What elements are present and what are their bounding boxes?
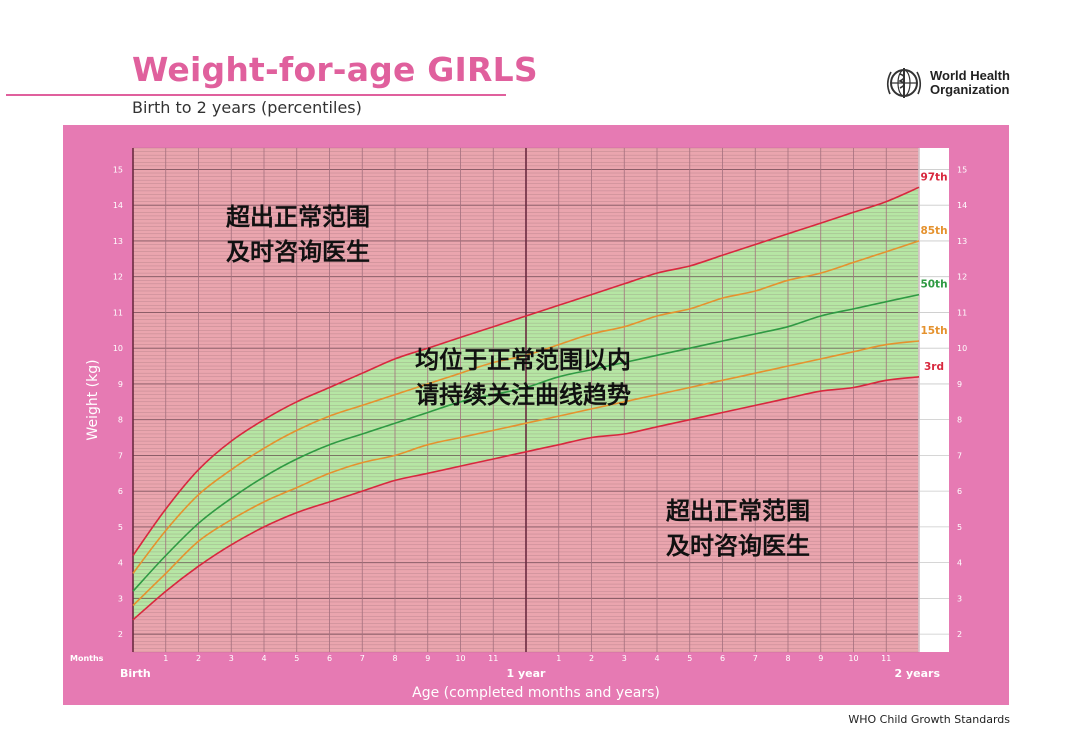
y-tick-right: 3 — [957, 594, 962, 603]
series-line-85th — [132, 240, 920, 574]
x-tick-label: 11 — [488, 654, 498, 663]
right-scale-lines — [919, 169, 949, 635]
x-tick-label: 1 — [163, 654, 168, 663]
x-tick-label: 7 — [360, 654, 365, 663]
x-tick-label: 2 — [196, 654, 201, 663]
x-tick-label: 8 — [785, 654, 790, 663]
y-axis-left-labels: 2 3 4 5 6 7 8 9 10 11 12 13 14 15 — [113, 165, 123, 639]
x-axis-title: Age (completed months and years) — [412, 685, 660, 701]
right-scale-band — [919, 148, 949, 652]
x-tick-label: 8 — [392, 654, 397, 663]
warning-upper-line1: 超出正常范围 — [226, 203, 370, 231]
x-tick-label: 5 — [294, 654, 299, 663]
y-tick-left: 11 — [113, 308, 123, 317]
y-tick-right: 8 — [957, 416, 962, 425]
x-tick-label: 5 — [687, 654, 692, 663]
y-tick-right: 12 — [957, 273, 967, 282]
y-tick-left: 7 — [118, 451, 123, 460]
x-tick-label: 1 year — [507, 667, 547, 680]
x-tick-label: 2 years — [894, 667, 940, 680]
series-label-3rd: 3rd — [924, 361, 944, 373]
x-tick-label: 9 — [425, 654, 430, 663]
y-tick-left: 15 — [113, 165, 123, 174]
y-tick-right: 7 — [957, 451, 962, 460]
x-tick-label: 4 — [654, 654, 659, 663]
warning-text-upper: 超出正常范围 及时咨询医生 — [226, 200, 370, 270]
series-label-15th: 15th — [920, 325, 947, 337]
y-tick-right: 13 — [957, 237, 967, 246]
x-tick-label: 3 — [622, 654, 627, 663]
series-line-50th — [132, 293, 920, 592]
y-tick-left: 12 — [113, 273, 123, 282]
percentile-labels: 97th 85th 50th 15th 3rd — [920, 171, 947, 372]
series-line-3rd — [132, 376, 920, 621]
series-label-97th: 97th — [920, 171, 947, 183]
x-tick-label: 7 — [753, 654, 758, 663]
warning-lower-line1: 超出正常范围 — [666, 497, 810, 525]
warning-lower-line2: 及时咨询医生 — [666, 532, 810, 560]
grid-lines — [132, 147, 949, 653]
x-tick-label: 10 — [848, 654, 858, 663]
chart-subtitle: Birth to 2 years (percentiles) — [132, 98, 362, 117]
series-line-15th — [132, 340, 920, 607]
warning-text-lower: 超出正常范围 及时咨询医生 — [666, 494, 810, 564]
x-tick-label: 1 — [556, 654, 561, 663]
x-tick-label: 4 — [261, 654, 266, 663]
warning-upper-line2: 及时咨询医生 — [226, 238, 370, 266]
y-tick-left: 6 — [118, 487, 123, 496]
chart-title: Weight-for-age GIRLS — [132, 50, 538, 89]
y-tick-right: 4 — [957, 559, 962, 568]
y-axis-title: Weight (kg) — [85, 359, 101, 440]
x-tick-label: 11 — [881, 654, 891, 663]
x-tick-label: 2 — [589, 654, 594, 663]
y-tick-left: 9 — [118, 380, 123, 389]
y-tick-right: 6 — [957, 487, 962, 496]
footer-credit: WHO Child Growth Standards — [848, 713, 1010, 726]
x-tick-label: 10 — [455, 654, 465, 663]
series-line-97th — [132, 186, 920, 556]
y-tick-right: 14 — [957, 201, 967, 210]
org-name-line1: World Health — [930, 68, 1010, 83]
y-tick-right: 10 — [957, 344, 967, 353]
y-tick-left: 14 — [113, 201, 123, 210]
x-tick-label: 3 — [229, 654, 234, 663]
x-axis-prefix: Months — [70, 654, 104, 663]
title-underline — [6, 94, 506, 96]
y-tick-right: 5 — [957, 523, 962, 532]
y-tick-right: 11 — [957, 308, 967, 317]
y-tick-left: 8 — [118, 416, 123, 425]
y-tick-left: 10 — [113, 344, 123, 353]
x-tick-label: 6 — [327, 654, 332, 663]
y-tick-right: 15 — [957, 165, 967, 174]
x-tick-label: 9 — [818, 654, 823, 663]
x-tick-label: 6 — [720, 654, 725, 663]
series-label-85th: 85th — [920, 225, 947, 237]
percentile-lines — [132, 186, 920, 621]
y-axis-right-labels: 2 3 4 5 6 7 8 9 10 11 12 13 14 15 — [957, 165, 967, 639]
y-tick-left: 5 — [118, 523, 123, 532]
series-label-50th: 50th — [920, 279, 947, 291]
y-tick-right: 2 — [957, 630, 962, 639]
normal-line2: 请持续关注曲线趋势 — [415, 381, 631, 409]
x-tick-label: Birth — [120, 667, 151, 680]
normal-line1: 均位于正常范围以内 — [415, 346, 631, 374]
y-tick-left: 4 — [118, 559, 123, 568]
org-name-line2: Organization — [930, 82, 1010, 97]
y-tick-right: 9 — [957, 380, 962, 389]
who-logo: World Health Organization — [882, 64, 1010, 102]
normal-range-text: 均位于正常范围以内 请持续关注曲线趋势 — [415, 343, 631, 413]
y-tick-left: 13 — [113, 237, 123, 246]
y-tick-left: 2 — [118, 630, 123, 639]
who-emblem-icon — [886, 68, 922, 98]
y-tick-left: 3 — [118, 594, 123, 603]
